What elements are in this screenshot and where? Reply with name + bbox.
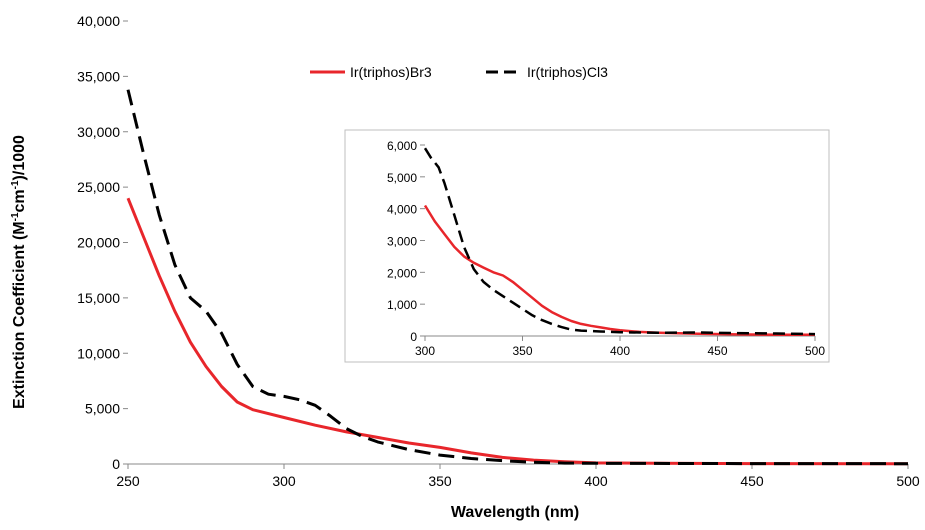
- main-series-line-cl3: [126, 89, 909, 466]
- main-x-tick-label: 500: [896, 473, 920, 489]
- main-y-tick-label: 25,000: [77, 179, 120, 195]
- main-x-tick-label: 250: [116, 473, 140, 489]
- main-y-tick-label: 10,000: [77, 345, 120, 361]
- inset-y-tick-label: 2,000: [387, 266, 417, 280]
- inset-x-tick-label: 500: [805, 344, 825, 358]
- inset-y-tick-label: 4,000: [387, 203, 417, 217]
- main-y-tick-label: 20,000: [77, 235, 120, 251]
- inset-y-tick-label: 6,000: [387, 139, 417, 153]
- main-series-line-br3: [126, 197, 909, 466]
- legend-label-br3: Ir(triphos)Br3: [350, 64, 432, 80]
- main-y-tick-label: 5,000: [85, 401, 120, 417]
- main-x-tick-label: 350: [428, 473, 452, 489]
- inset-y-tick-label: 5,000: [387, 171, 417, 185]
- legend-label-cl3: Ir(triphos)Cl3: [527, 64, 608, 80]
- inset-x-tick-label: 450: [707, 344, 727, 358]
- inset-plot: 0 1,000 2,000 3,000 4,000 5,000 6,000 300 350 400…: [387, 139, 825, 358]
- inset-y-tick-label: 0: [410, 330, 417, 344]
- inset-series-line-cl3: [423, 147, 816, 336]
- inset-x-tick-label: 300: [415, 344, 435, 358]
- main-x-tick-label: 400: [584, 473, 608, 489]
- inset-y-tick-label: 3,000: [387, 235, 417, 249]
- y-axis-title: Extinction Coefficient (M-1cm-1)/1000: [10, 135, 28, 409]
- inset-x-tick-label: 350: [512, 344, 532, 358]
- main-y-tick-label: 0: [112, 456, 120, 472]
- main-x-tick-label: 300: [272, 473, 296, 489]
- inset-frame: [344, 129, 830, 363]
- x-axis-title: Wavelength (nm): [451, 504, 579, 521]
- main-x-tick-label: 450: [740, 473, 764, 489]
- main-y-tick-label: 30,000: [77, 124, 120, 140]
- main-y-tick-label: 15,000: [77, 290, 120, 306]
- main-plot: 0 5,000 10,000 15,000 20,000 25,000 30,000 35,0…: [77, 13, 920, 489]
- legend: Ir(triphos)Br3 Ir(triphos)Cl3: [310, 64, 608, 80]
- inset-x-tick-label: 400: [610, 344, 630, 358]
- main-y-tick-label: 35,000: [77, 68, 120, 84]
- main-y-tick-label: 40,000: [77, 13, 120, 29]
- inset-y-tick-label: 1,000: [387, 298, 417, 312]
